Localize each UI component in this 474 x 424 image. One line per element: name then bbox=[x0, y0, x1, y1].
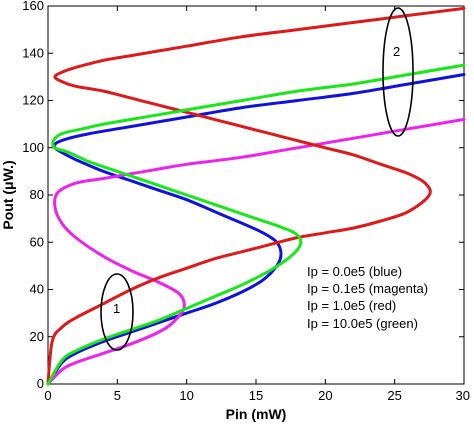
annotation-ellipse-2 bbox=[382, 7, 414, 137]
x-axis-ticks: 0 5 10 15 20 25 30 bbox=[44, 6, 470, 403]
y-tick-label: 0 bbox=[37, 376, 44, 391]
y-tick-label: 20 bbox=[30, 329, 44, 344]
legend-text-blue: Ip = 0.0e5 (blue) bbox=[307, 264, 402, 279]
x-tick-label: 0 bbox=[44, 388, 51, 403]
x-tick-label: 30 bbox=[456, 388, 470, 403]
y-tick-label: 120 bbox=[22, 93, 44, 108]
y-tick-label: 80 bbox=[30, 187, 44, 202]
x-axis-label: Pin (mW) bbox=[226, 406, 287, 422]
legend-text-magenta: Ip = 0.1e5 (magenta) bbox=[307, 281, 428, 296]
x-tick-label: 10 bbox=[179, 388, 193, 403]
y-axis-ticks: 0 20 40 60 80 100 120 140 160 bbox=[22, 0, 464, 391]
y-axis-label: Pout (μW.) bbox=[0, 160, 16, 229]
y-tick-label: 100 bbox=[22, 140, 44, 155]
series-line-blue bbox=[46, 73, 466, 386]
x-tick-label: 5 bbox=[114, 388, 121, 403]
y-tick-label: 40 bbox=[30, 282, 44, 297]
series-line-red bbox=[46, 6, 466, 386]
annotation-label-1: 1 bbox=[113, 301, 120, 316]
y-tick-label: 60 bbox=[30, 234, 44, 249]
legend-text-green: Ip = 10.0e5 (green) bbox=[307, 316, 418, 331]
y-tick-label: 160 bbox=[22, 0, 44, 13]
x-tick-label: 25 bbox=[387, 388, 401, 403]
x-tick-label: 15 bbox=[249, 388, 263, 403]
plot-area bbox=[47, 5, 465, 385]
x-tick-label: 20 bbox=[318, 388, 332, 403]
annotation-ellipse-1 bbox=[100, 273, 134, 351]
series-line-green bbox=[46, 63, 466, 386]
annotation-label-2: 2 bbox=[393, 44, 400, 59]
legend-text-red: Ip = 1.0e5 (red) bbox=[307, 298, 396, 313]
series-lines bbox=[46, 6, 466, 386]
y-tick-label: 140 bbox=[22, 45, 44, 60]
series-line-magenta bbox=[46, 117, 466, 386]
